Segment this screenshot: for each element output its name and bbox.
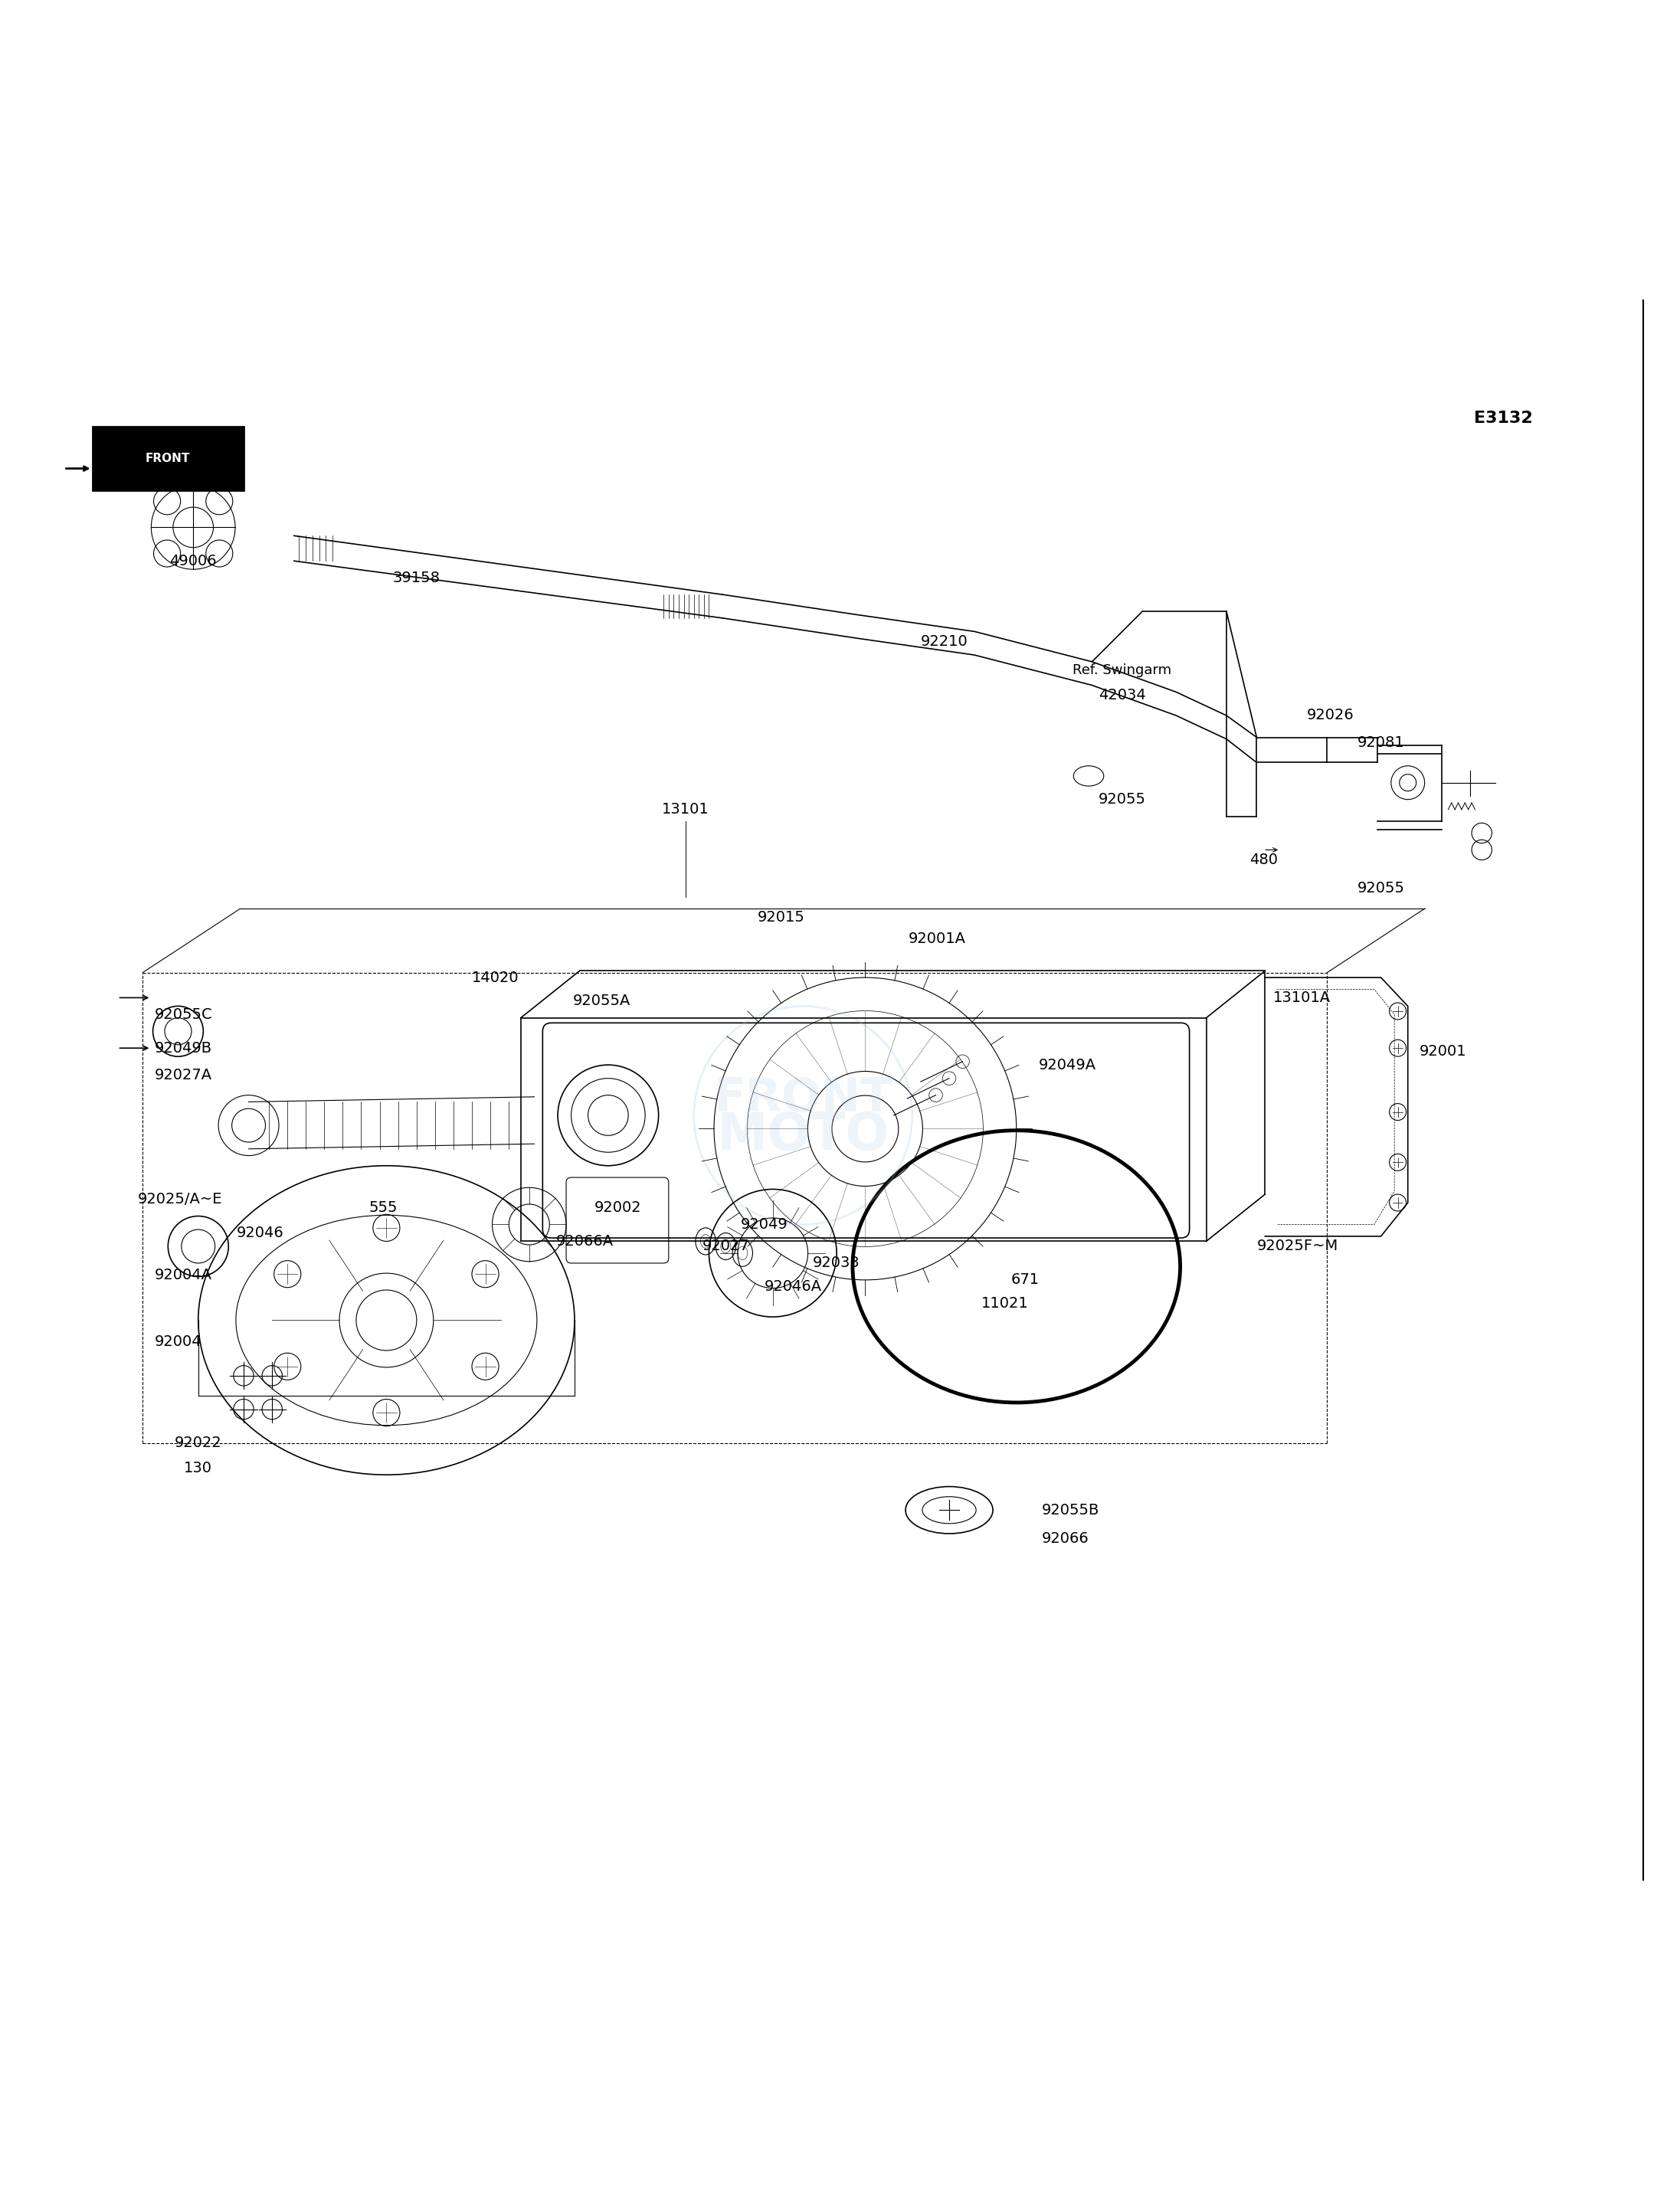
Text: 92049A: 92049A (1038, 1057, 1095, 1072)
Text: 92033: 92033 (813, 1257, 860, 1270)
Text: 92055C: 92055C (155, 1006, 212, 1022)
Text: 92004A: 92004A (155, 1268, 212, 1283)
Text: 92046A: 92046A (764, 1279, 822, 1294)
Text: 92001: 92001 (1420, 1044, 1467, 1059)
Text: 13101A: 13101A (1273, 991, 1331, 1004)
Text: 42034: 42034 (1099, 688, 1146, 703)
Text: 92026: 92026 (1307, 707, 1354, 723)
Text: Ref. Swingarm: Ref. Swingarm (1074, 663, 1171, 677)
Text: 92055B: 92055B (1042, 1503, 1099, 1518)
Text: 92055: 92055 (1357, 881, 1404, 896)
Text: 14020: 14020 (472, 971, 519, 984)
Text: 92002: 92002 (595, 1200, 642, 1215)
Text: MOTO: MOTO (717, 1109, 889, 1160)
Text: 92027A: 92027A (155, 1068, 212, 1083)
Text: 92049B: 92049B (155, 1041, 212, 1055)
Text: 92025/A~E: 92025/A~E (138, 1193, 222, 1206)
Text: 130: 130 (185, 1461, 212, 1476)
Text: 92049: 92049 (741, 1217, 788, 1233)
Text: 13101: 13101 (662, 802, 709, 817)
Text: 92004: 92004 (155, 1336, 202, 1349)
Text: 92210: 92210 (921, 635, 968, 648)
Text: E3132: E3132 (1475, 411, 1532, 426)
Text: FRONT: FRONT (146, 453, 190, 464)
Text: 92046: 92046 (237, 1226, 284, 1239)
Text: 555: 555 (368, 1200, 398, 1215)
Text: 92025F~M: 92025F~M (1257, 1239, 1337, 1254)
Text: 92066: 92066 (1042, 1531, 1089, 1547)
Text: 92055A: 92055A (573, 993, 630, 1008)
Text: 92081: 92081 (1357, 736, 1404, 749)
Text: 39158: 39158 (393, 571, 440, 584)
Text: 92022: 92022 (175, 1435, 222, 1450)
Text: 92001A: 92001A (909, 932, 966, 947)
Text: 92066A: 92066A (556, 1235, 613, 1248)
Text: 480: 480 (1250, 852, 1277, 868)
Text: 671: 671 (1011, 1272, 1038, 1287)
Text: 92015: 92015 (758, 910, 805, 925)
FancyBboxPatch shape (92, 426, 244, 490)
Text: 49006: 49006 (170, 554, 217, 569)
Text: FRONT: FRONT (714, 1077, 892, 1120)
Text: 11021: 11021 (981, 1296, 1028, 1312)
Text: 92055: 92055 (1099, 793, 1146, 806)
Text: 92027: 92027 (702, 1239, 749, 1254)
